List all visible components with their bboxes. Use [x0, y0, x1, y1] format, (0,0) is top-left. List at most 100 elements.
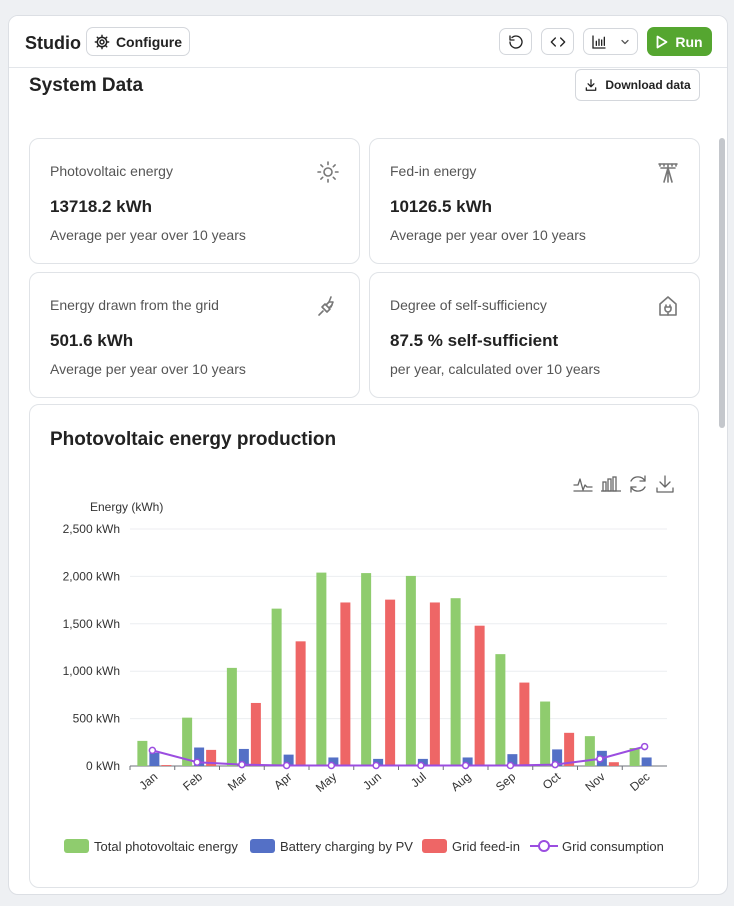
legend-swatch-battery: [250, 839, 275, 853]
bar-total-photovoltaic-energy: [226, 667, 237, 766]
x-tick-label: Jul: [408, 770, 429, 791]
card-subtitle: Average per year over 10 years: [50, 227, 246, 243]
grid-consumption-point: [238, 760, 246, 769]
x-tick-label: Dec: [627, 770, 652, 794]
restore-icon[interactable]: [627, 473, 649, 495]
bar-grid-feed-in: [564, 732, 575, 766]
legend-swatch-grid: [530, 840, 558, 852]
grid-consumption-point: [640, 742, 649, 751]
y-tick-label: 2,500 kWh: [63, 522, 120, 536]
code-icon: [550, 36, 565, 47]
grid-consumption-point: [148, 746, 157, 755]
bar-total-photovoltaic-energy: [137, 740, 148, 766]
bar-total-photovoltaic-energy: [629, 747, 640, 766]
reset-button[interactable]: [499, 28, 532, 55]
grid-energy-card: Energy drawn from the grid 501.6 kWh Ave…: [29, 272, 360, 398]
bar-total-photovoltaic-energy: [361, 573, 372, 766]
fed-in-energy-card: Fed-in energy 10126.5 kWh Average per ye…: [369, 138, 700, 264]
x-tick-label: Sep: [493, 769, 519, 794]
download-icon: [586, 79, 597, 91]
grid-consumption-point: [282, 761, 291, 770]
y-axis-label: Energy (kWh): [90, 500, 163, 514]
x-tick-label: Feb: [180, 769, 205, 793]
card-label: Photovoltaic energy: [50, 163, 173, 179]
x-tick-label: Jun: [360, 770, 384, 793]
legend-label: Grid consumption: [562, 838, 664, 854]
x-tick-label: Nov: [582, 770, 607, 794]
bar-grid-feed-in: [608, 762, 619, 766]
bar-battery-charging-by-pv: [149, 752, 160, 766]
grid-consumption-point: [372, 761, 380, 770]
bar-total-photovoltaic-energy: [271, 608, 282, 766]
pv-energy-card: Photovoltaic energy 13718.2 kWh Average …: [29, 138, 360, 264]
download-label: Download data: [605, 78, 691, 92]
bar-battery-charging-by-pv: [283, 754, 294, 766]
chart-plot: Energy (kWh) 0 kWh 500 kWh 1,000 kWh 1,500 k…: [63, 500, 667, 795]
refresh-icon: [508, 34, 523, 49]
legend-swatch-pv: [64, 839, 89, 853]
legend-item-battery[interactable]: Battery charging by PV: [250, 837, 413, 855]
configure-button[interactable]: Configure: [86, 27, 190, 56]
grid-consumption-point: [596, 755, 604, 763]
bar-battery-charging-by-pv: [328, 757, 339, 766]
legend-item-pv[interactable]: Total photovoltaic energy: [64, 837, 238, 855]
card-value: 501.6 kWh: [50, 331, 134, 350]
chart-type-dropdown[interactable]: [583, 28, 638, 55]
run-button[interactable]: Run: [647, 27, 712, 56]
grid-consumption-line: [152, 745, 645, 767]
legend-item-feedin[interactable]: Grid feed-in: [422, 837, 520, 855]
bar-view-icon[interactable]: [600, 473, 622, 495]
bar-grid-feed-in: [206, 749, 217, 766]
bar-total-photovoltaic-energy: [182, 717, 193, 766]
x-tick-label: Aug: [448, 770, 473, 794]
code-button[interactable]: [541, 28, 574, 55]
plug-icon: [318, 296, 334, 316]
section-title: System Data: [29, 75, 144, 96]
legend-label: Battery charging by PV: [280, 838, 413, 854]
top-bar: Studio Configure Run: [9, 16, 727, 68]
line-view-icon[interactable]: [572, 473, 594, 495]
save-image-icon[interactable]: [654, 473, 676, 495]
bar-battery-charging-by-pv: [238, 748, 249, 766]
bar-battery-charging-by-pv: [641, 757, 652, 766]
bar-total-photovoltaic-energy: [584, 736, 595, 766]
legend-label: Total photovoltaic energy: [94, 838, 238, 854]
x-tick-label: May: [313, 770, 339, 795]
self-sufficiency-card: Degree of self-sufficiency 87.5 % self-s…: [369, 272, 700, 398]
app-title: Studio: [25, 33, 81, 53]
bar-grid-feed-in: [429, 602, 440, 766]
grid-consumption-point: [193, 758, 201, 766]
download-data-button[interactable]: Download data: [575, 69, 700, 101]
studio-window: Studio Configure Run System Data Downloa…: [8, 15, 728, 895]
bar-battery-charging-by-pv: [507, 754, 518, 766]
bar-grid-feed-in: [385, 599, 396, 766]
bar-total-photovoltaic-energy: [450, 598, 461, 766]
bar-total-photovoltaic-energy: [540, 701, 551, 766]
bar-grid-feed-in: [295, 641, 306, 766]
x-tick-label: Apr: [271, 770, 294, 793]
bar-battery-charging-by-pv: [462, 757, 473, 766]
scrollbar[interactable]: [719, 138, 725, 428]
play-icon: [656, 35, 668, 48]
x-tick-label: Jan: [136, 770, 160, 793]
legend-item-grid[interactable]: Grid consumption: [530, 837, 664, 855]
bar-chart-icon: [591, 34, 606, 49]
power-pole-icon: [658, 163, 678, 183]
chart-title: Photovoltaic energy production: [50, 429, 337, 450]
card-value: 10126.5 kWh: [390, 197, 493, 216]
x-tick-label: Mar: [225, 770, 250, 794]
y-tick-label: 2,000 kWh: [63, 569, 120, 583]
card-subtitle: Average per year over 10 years: [50, 361, 246, 377]
bar-grid-feed-in: [340, 602, 351, 766]
bar-battery-charging-by-pv: [552, 749, 563, 766]
grid-consumption-point: [506, 761, 515, 770]
y-tick-label: 1,500 kWh: [63, 617, 120, 631]
run-label: Run: [675, 33, 703, 50]
configure-label: Configure: [115, 33, 183, 50]
legend-swatch-feedin: [422, 839, 447, 853]
card-value: 87.5 % self-sufficient: [390, 331, 559, 350]
x-tick-label: Oct: [540, 769, 564, 792]
bar-grid-feed-in: [519, 682, 530, 766]
house-plug-icon: [659, 296, 677, 316]
card-value: 13718.2 kWh: [50, 197, 153, 216]
